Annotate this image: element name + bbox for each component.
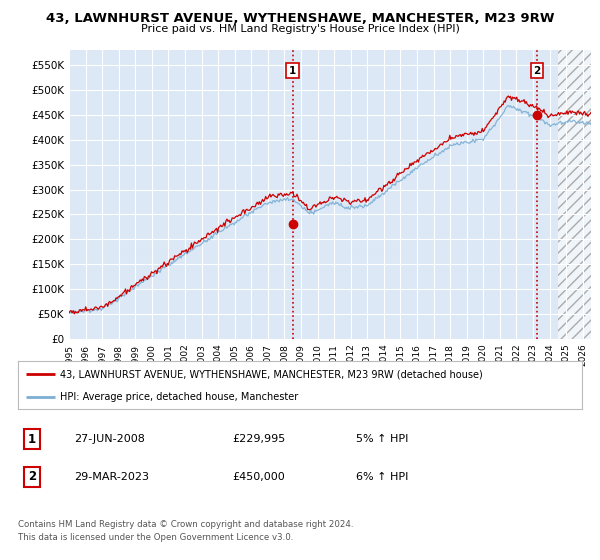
Text: £450,000: £450,000 — [232, 472, 285, 482]
Text: 43, LAWNHURST AVENUE, WYTHENSHAWE, MANCHESTER, M23 9RW (detached house): 43, LAWNHURST AVENUE, WYTHENSHAWE, MANCH… — [60, 369, 483, 379]
Text: This data is licensed under the Open Government Licence v3.0.: This data is licensed under the Open Gov… — [18, 533, 293, 542]
Text: Contains HM Land Registry data © Crown copyright and database right 2024.: Contains HM Land Registry data © Crown c… — [18, 520, 353, 529]
Text: 6% ↑ HPI: 6% ↑ HPI — [356, 472, 409, 482]
Text: 5% ↑ HPI: 5% ↑ HPI — [356, 434, 409, 444]
Bar — [558, 50, 591, 339]
Text: £229,995: £229,995 — [232, 434, 286, 444]
Text: 29-MAR-2023: 29-MAR-2023 — [74, 472, 149, 482]
Text: HPI: Average price, detached house, Manchester: HPI: Average price, detached house, Manc… — [60, 392, 299, 402]
Text: 2: 2 — [28, 470, 36, 483]
Text: 1: 1 — [28, 432, 36, 446]
Text: Price paid vs. HM Land Registry's House Price Index (HPI): Price paid vs. HM Land Registry's House … — [140, 24, 460, 34]
Text: 27-JUN-2008: 27-JUN-2008 — [74, 434, 145, 444]
Text: 1: 1 — [289, 66, 296, 76]
Text: 43, LAWNHURST AVENUE, WYTHENSHAWE, MANCHESTER, M23 9RW: 43, LAWNHURST AVENUE, WYTHENSHAWE, MANCH… — [46, 12, 554, 25]
Text: 2: 2 — [533, 66, 541, 76]
Bar — [558, 50, 591, 339]
